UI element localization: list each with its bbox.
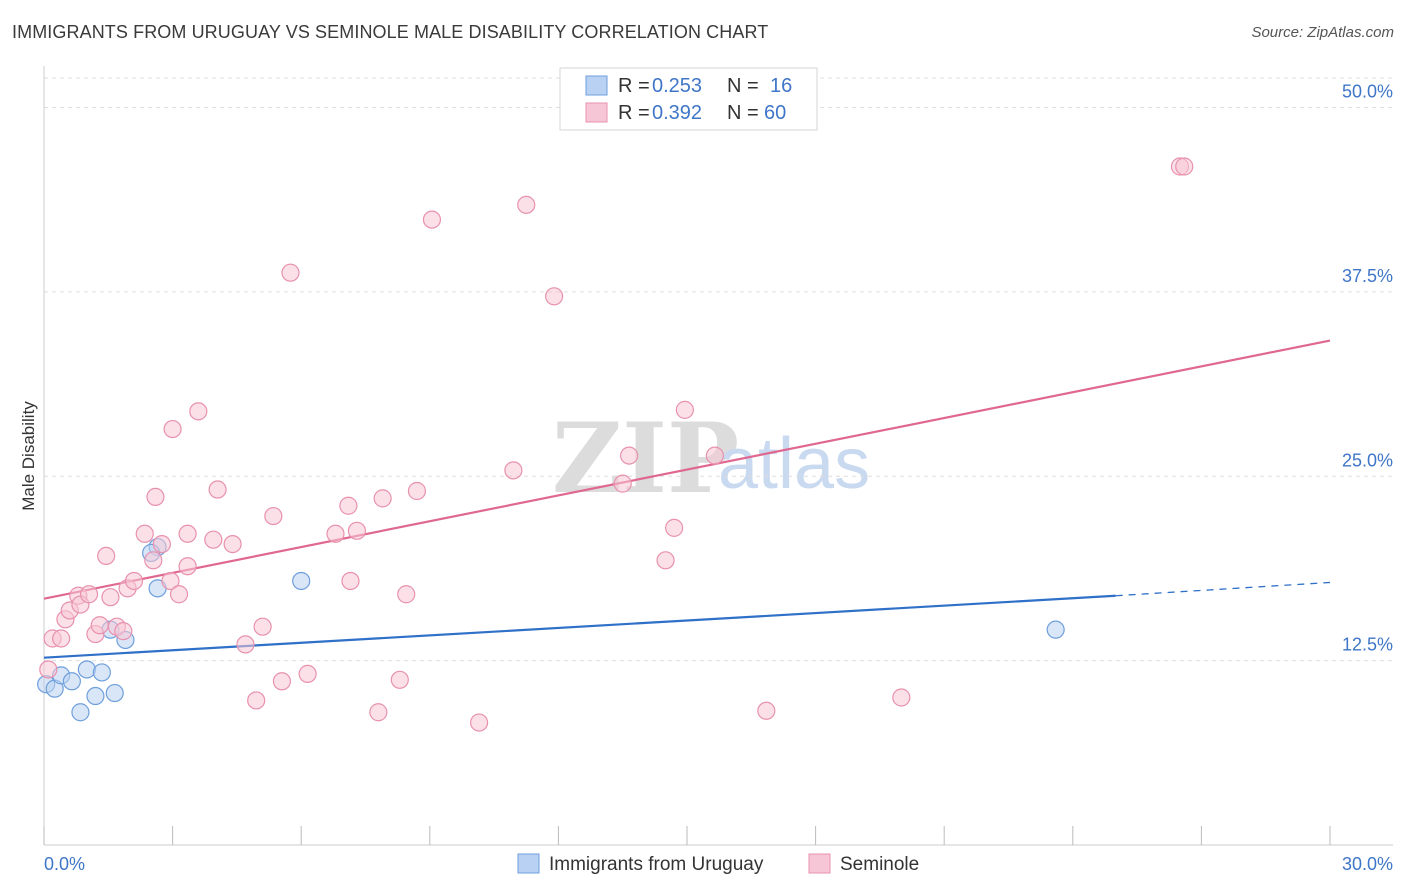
- data-point-seminole: [469, 713, 489, 732]
- data-point-seminole: [397, 585, 416, 604]
- data-point-seminole: [613, 474, 632, 493]
- data-point-seminole: [422, 210, 442, 229]
- legend-n-value-pink: 60: [764, 102, 786, 124]
- chart-title: IMMIGRANTS FROM URUGUAY VS SEMINOLE MALE…: [12, 22, 769, 42]
- bottom-legend-swatch-pink: [808, 853, 831, 874]
- trend-lines: [43, 339, 1331, 659]
- data-point-seminole: [892, 688, 911, 707]
- legend-r-label-pink: R =: [618, 102, 650, 124]
- data-point-seminole: [326, 524, 345, 543]
- bottom-legend-swatch-blue: [517, 853, 540, 874]
- data-point-uruguay: [71, 703, 90, 722]
- data-point-seminole: [705, 446, 724, 465]
- series-seminole: [39, 157, 1194, 732]
- data-point-uruguay: [77, 660, 96, 679]
- axes: [43, 66, 1393, 846]
- y-tick-label: 12.5%: [1342, 635, 1393, 655]
- data-point-seminole: [52, 629, 71, 648]
- data-point-seminole: [90, 616, 109, 635]
- trend-line-seminole: [43, 339, 1331, 600]
- data-point-seminole: [339, 496, 358, 515]
- watermark-atlas: atlas: [718, 424, 870, 504]
- data-point-seminole: [665, 518, 684, 537]
- data-point-seminole: [504, 461, 523, 480]
- data-point-seminole: [169, 585, 189, 604]
- data-point-seminole: [79, 585, 99, 604]
- data-point-seminole: [545, 287, 564, 306]
- data-point-seminole: [97, 546, 116, 566]
- data-point-seminole: [236, 635, 255, 654]
- source-label: Source: ZipAtlas.com: [1251, 24, 1394, 41]
- data-point-seminole: [247, 691, 266, 710]
- data-point-seminole: [146, 487, 165, 506]
- legend-swatch-blue: [585, 75, 608, 96]
- data-point-seminole: [253, 617, 272, 636]
- legend-r-value-blue: 0.253: [652, 75, 702, 97]
- bottom-legend-label-pink: Seminole: [840, 854, 919, 875]
- data-point-seminole: [298, 664, 317, 684]
- data-point-seminole: [178, 524, 197, 543]
- data-point-seminole: [264, 506, 283, 526]
- data-point-seminole: [223, 534, 242, 554]
- data-point-seminole: [341, 571, 360, 591]
- legend-r-label-blue: R =: [618, 75, 650, 97]
- y-tick-label: 37.5%: [1342, 266, 1393, 286]
- data-point-seminole: [178, 557, 197, 576]
- y-tick-label: 25.0%: [1342, 450, 1393, 470]
- legend-n-value-blue: 16: [770, 75, 792, 97]
- data-point-seminole: [1175, 157, 1194, 176]
- data-point-seminole: [144, 551, 163, 570]
- series-immigrants-from-uruguay: [37, 537, 1065, 722]
- data-point-seminole: [757, 701, 776, 720]
- y-tick-labels: 12.5% 25.0% 37.5% 50.0%: [1342, 82, 1393, 655]
- legend-n-label-pink: N =: [727, 102, 759, 124]
- bottom-legend: Immigrants from Uruguay Seminole: [517, 853, 919, 875]
- data-point-seminole: [369, 703, 388, 722]
- legend-box: R = 0.253 N = 16 R = 0.392 N = 60: [559, 67, 818, 131]
- trend-line-uruguay-extension: [1115, 581, 1331, 597]
- y-axis-title: Male Disability: [19, 401, 38, 511]
- data-point-uruguay: [292, 571, 311, 591]
- legend-r-value-pink: 0.392: [652, 102, 702, 124]
- data-point-seminole: [161, 571, 180, 591]
- data-point-seminole: [390, 670, 409, 689]
- legend-swatch-pink: [585, 102, 608, 123]
- data-point-seminole: [373, 489, 392, 508]
- data-point-seminole: [152, 534, 171, 554]
- data-point-seminole: [675, 400, 694, 419]
- data-point-seminole: [204, 530, 223, 549]
- data-point-seminole: [347, 521, 367, 540]
- data-point-uruguay: [105, 683, 124, 703]
- data-point-seminole: [281, 263, 300, 282]
- trend-line-uruguay: [43, 594, 1116, 659]
- data-point-seminole: [114, 622, 133, 641]
- x-tick-label-min: 0.0%: [44, 854, 85, 874]
- legend-n-label-blue: N =: [727, 75, 759, 97]
- data-point-seminole: [163, 419, 182, 439]
- data-point-uruguay: [92, 663, 111, 682]
- data-point-uruguay: [86, 686, 105, 706]
- data-point-seminole: [272, 672, 292, 691]
- data-point-seminole: [656, 551, 675, 570]
- data-point-seminole: [208, 480, 227, 499]
- data-point-seminole: [101, 588, 120, 607]
- y-tick-label: 50.0%: [1342, 82, 1393, 102]
- data-point-seminole: [407, 481, 427, 501]
- data-point-uruguay: [62, 672, 81, 691]
- data-point-uruguay: [1046, 620, 1065, 639]
- data-point-seminole: [135, 524, 154, 543]
- x-tick-label-max: 30.0%: [1342, 854, 1393, 874]
- data-point-seminole: [124, 571, 144, 591]
- data-point-seminole: [189, 402, 208, 421]
- data-point-seminole: [517, 195, 536, 214]
- bottom-legend-label-blue: Immigrants from Uruguay: [549, 854, 764, 875]
- data-point-seminole: [620, 446, 639, 465]
- data-point-seminole: [39, 660, 58, 679]
